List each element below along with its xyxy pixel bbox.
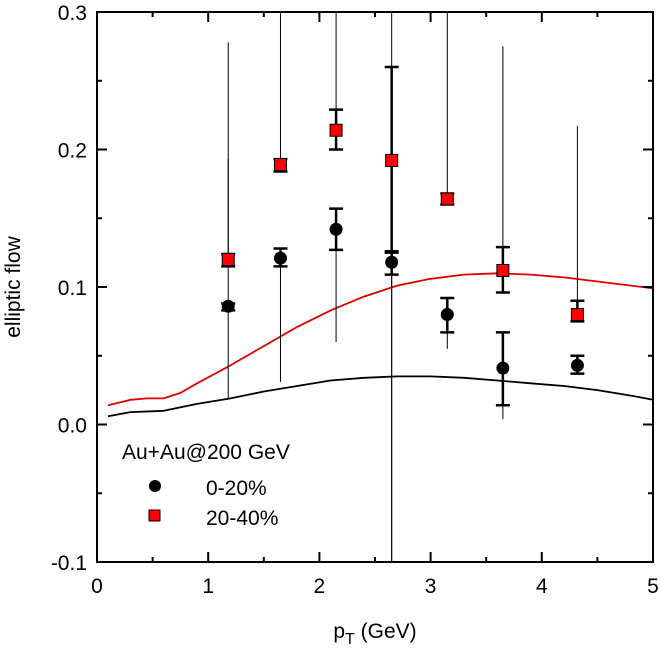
error-bars — [221, 12, 585, 562]
x-tick-label: 2 — [314, 575, 326, 598]
x-axis-title-subscript: T — [345, 631, 355, 648]
data-point-square — [496, 264, 510, 277]
x-tick-label: 1 — [202, 575, 214, 598]
y-tick-label: -0.1 — [51, 552, 87, 575]
model-curve — [107, 375, 654, 418]
data-point-circle — [385, 255, 399, 269]
x-axis-title: pT (GeV) — [333, 620, 416, 648]
y-tick-label: 0.3 — [58, 2, 87, 25]
legend-label-20-40: 20-40% — [206, 507, 278, 530]
legend-label-0-20: 0-20% — [206, 477, 267, 500]
x-tick-label: 4 — [536, 575, 548, 598]
x-axis-title-unit: (GeV) — [355, 620, 417, 643]
x-tick-label: 3 — [425, 575, 437, 598]
data-point-square — [273, 158, 287, 172]
data-point-circle — [273, 251, 287, 265]
y-tick-label: 0.1 — [58, 277, 87, 300]
data-point-circle — [440, 308, 454, 321]
data-point-circle — [570, 358, 584, 372]
data-point-square — [329, 123, 343, 137]
y-tick-label: 0.2 — [58, 140, 87, 163]
plot-frame — [96, 11, 654, 563]
y-axis-title: elliptic flow — [2, 235, 25, 337]
data-point-square — [221, 253, 235, 266]
x-axis-title-main: p — [333, 620, 345, 643]
legend-marker-20-40 — [148, 509, 161, 522]
model-curves — [107, 272, 654, 418]
data-point-square — [440, 192, 454, 206]
x-tick-label: 5 — [647, 575, 659, 598]
data-point-square — [570, 308, 584, 321]
legend-marker-0-20 — [149, 480, 161, 492]
legend: Au+Au@200 GeV 0-20% 20-40% — [122, 441, 290, 530]
y-tick-label: 0.0 — [58, 415, 87, 438]
x-tick-label: 0 — [91, 575, 103, 598]
data-point-circle — [221, 299, 235, 313]
data-point-square — [385, 154, 399, 167]
data-point-circle — [496, 361, 510, 375]
data-markers — [221, 123, 584, 375]
legend-title: Au+Au@200 GeV — [122, 441, 290, 464]
model-curve — [107, 272, 654, 407]
data-point-circle — [329, 222, 343, 236]
axis-ticks: 0 1 2 3 4 5 -0.1 0.0 0.1 0.2 0.3 — [51, 2, 659, 598]
